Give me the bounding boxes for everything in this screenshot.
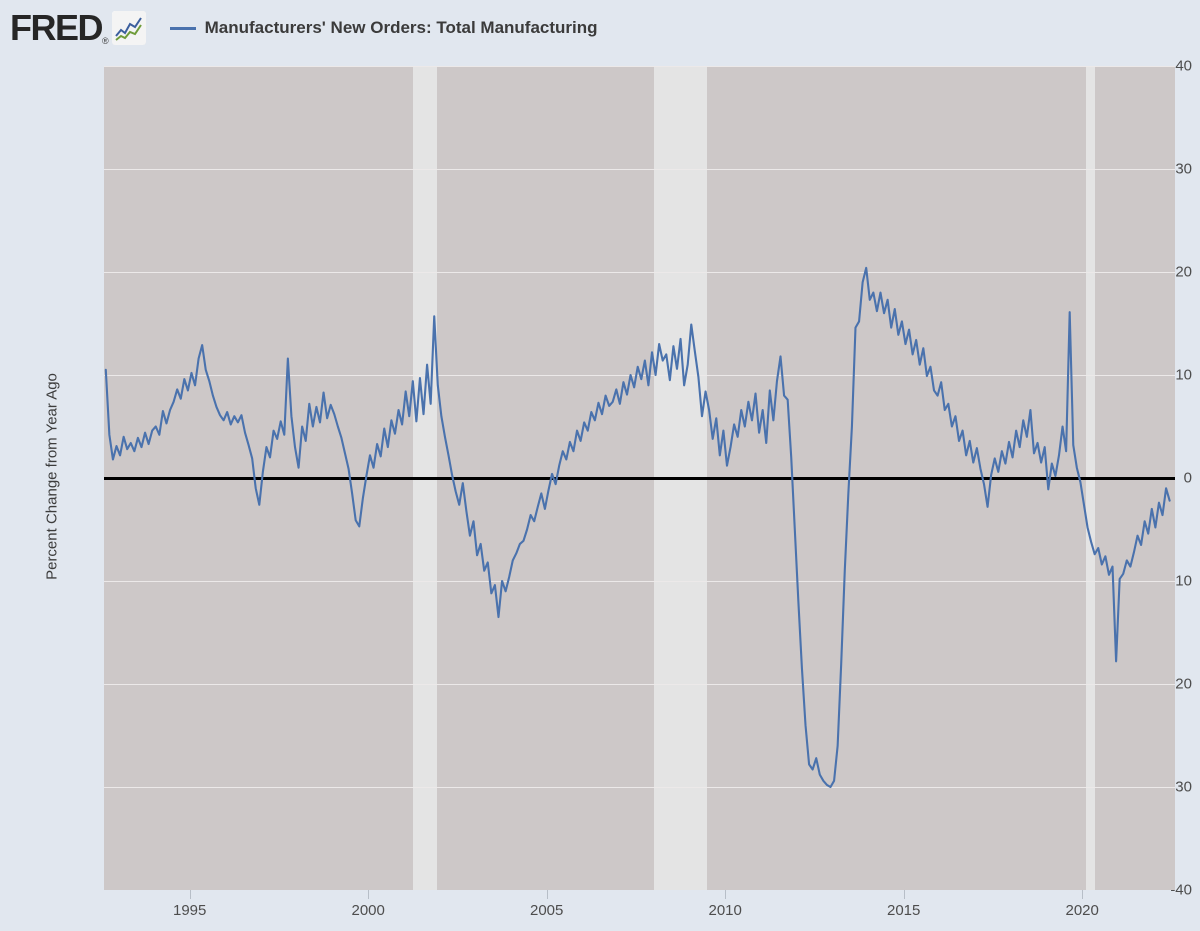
registered-trademark-icon: ® [102, 36, 109, 46]
gridline [104, 272, 1175, 273]
zero-reference-line [104, 477, 1175, 480]
fred-logo[interactable]: FRED® [10, 8, 146, 48]
legend-line-swatch [169, 26, 196, 30]
x-axis-tick-mark [368, 890, 370, 899]
legend-series-label: Manufacturers' New Orders: Total Manufac… [204, 18, 598, 37]
x-axis-tick-mark [725, 890, 727, 899]
x-axis-tick-label: 2015 [886, 902, 921, 919]
x-axis-tick-label: 2020 [1065, 902, 1099, 919]
gridline [104, 787, 1175, 788]
chart-area: Percent Change from Year Ago 40 30 20 10 0 -1… [0, 56, 1200, 931]
fred-wordmark: FRED® [10, 10, 109, 46]
chart-header: FRED® Manufacturers' New Orders: Total M… [0, 0, 1200, 56]
y-axis-tick-label: 30 [1175, 160, 1192, 178]
y-axis-tick-label: 10 [1175, 366, 1192, 384]
x-axis-tick-mark [189, 890, 191, 899]
x-axis-tick-mark [546, 890, 548, 899]
y-axis-tick-label: 40 [1175, 57, 1192, 75]
x-axis-tick-label: 2005 [529, 902, 564, 919]
line-chart-icon [111, 11, 146, 45]
y-axis-tick-label: -20 [1170, 675, 1192, 693]
gridline [104, 169, 1175, 170]
chart-legend: Manufacturers' New Orders: Total Manufac… [169, 18, 598, 38]
x-axis-tick-label: 1995 [172, 902, 207, 919]
plot-canvas [104, 66, 1175, 890]
x-axis-tick-label: 2000 [351, 902, 385, 919]
x-axis-tick-mark [903, 890, 905, 899]
y-axis-tick-label: 0 [1183, 469, 1192, 487]
y-axis-tick-label: -10 [1170, 572, 1192, 590]
fred-wordmark-text: FRED [10, 7, 104, 48]
gridline [104, 684, 1175, 685]
y-axis-tick-label: 20 [1175, 263, 1192, 281]
x-axis-tick-label: 2010 [708, 902, 742, 919]
series-polyline [104, 266, 1171, 789]
gridline [104, 66, 1175, 67]
gridline [104, 581, 1175, 582]
x-axis-tick-mark [1082, 890, 1084, 899]
y-axis-label: Percent Change from Year Ago [43, 373, 61, 580]
series-line-chart [104, 266, 1171, 789]
y-axis-tick-label: -40 [1170, 881, 1192, 899]
y-axis-tick-label: -30 [1170, 778, 1192, 796]
